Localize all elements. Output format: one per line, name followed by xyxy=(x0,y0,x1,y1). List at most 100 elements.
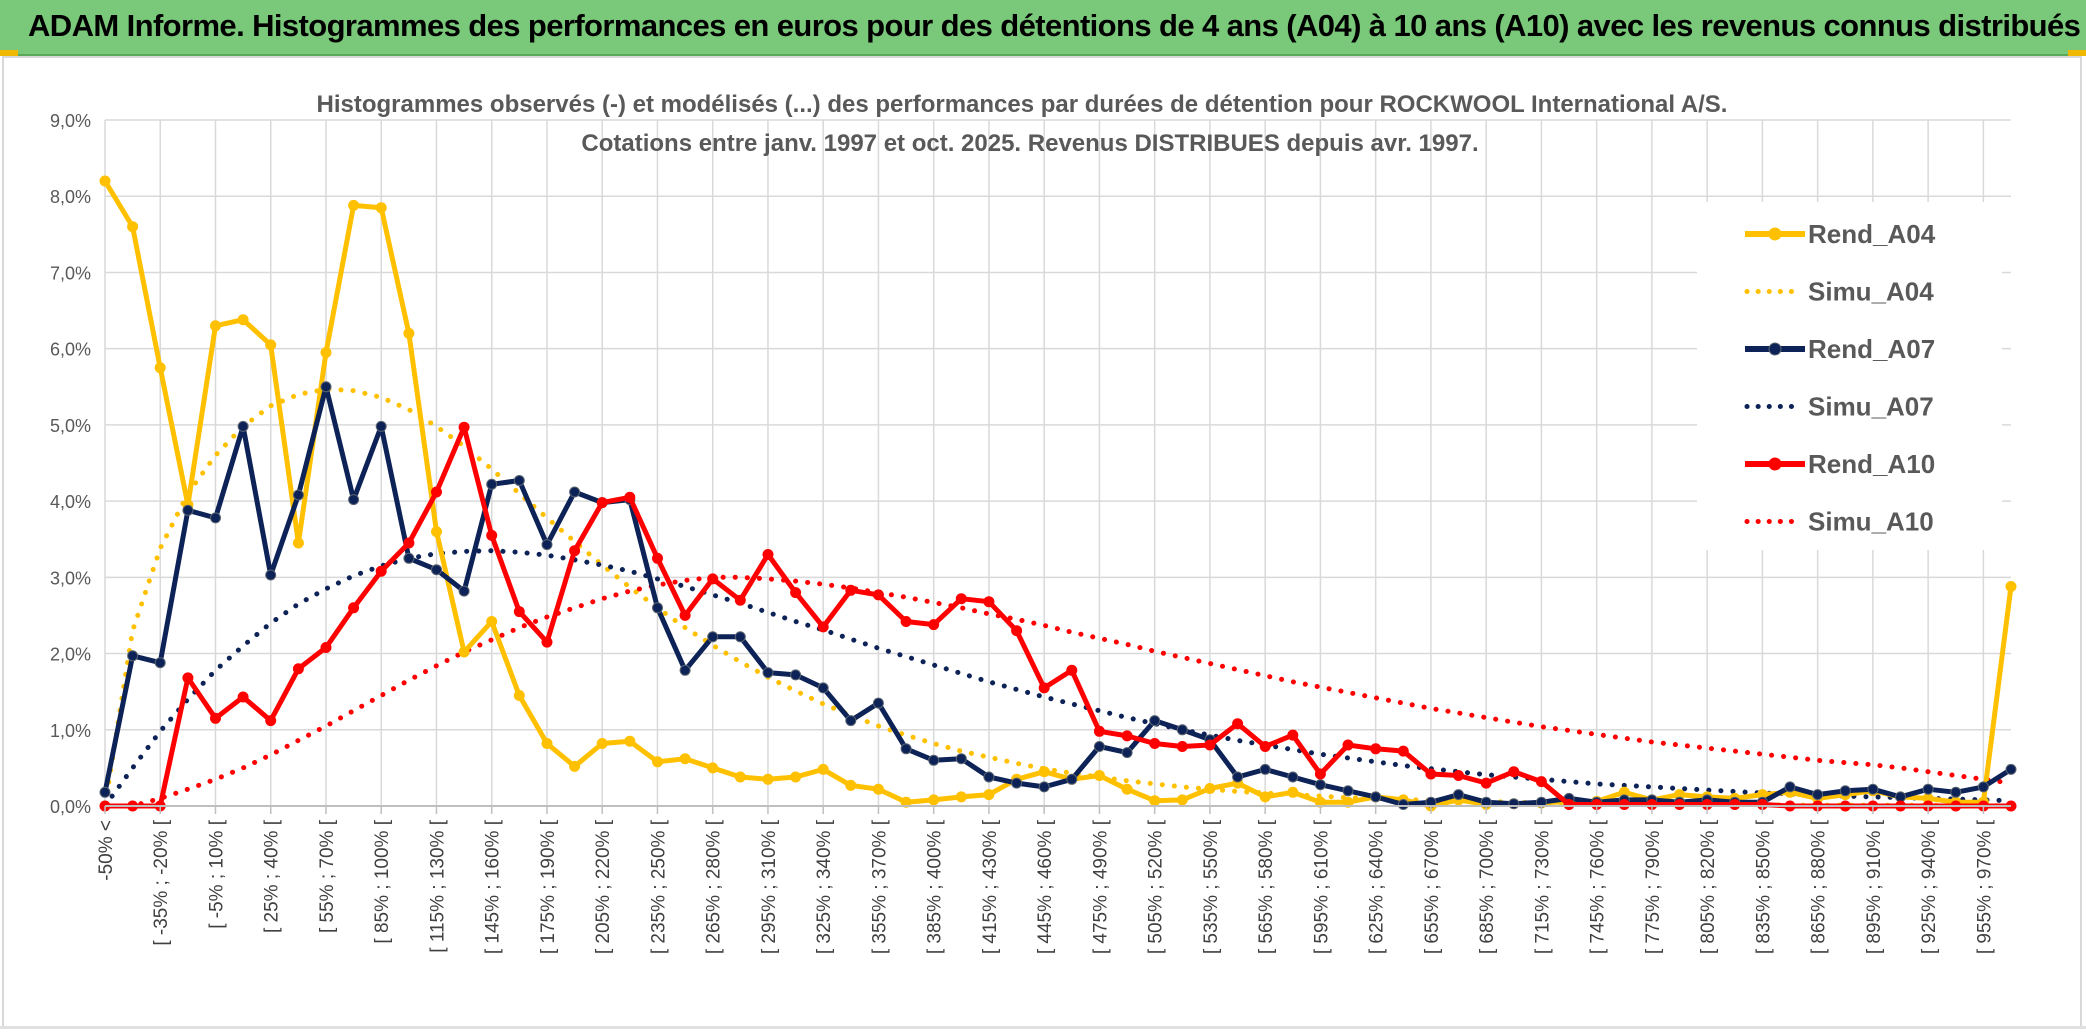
x-tick-label: [ 865% ; 880% [ xyxy=(1809,819,1830,954)
data-point-Rend_A04 xyxy=(624,735,636,747)
data-point-Rend_A10 xyxy=(762,549,774,560)
series-Rend_A07 xyxy=(99,381,2017,810)
data-point-Rend_A07 xyxy=(1867,783,1879,795)
data-point-Rend_A10 xyxy=(1425,768,1437,780)
legend-item-Simu_A10: Simu_A10 xyxy=(1744,507,1934,537)
x-tick-label: [ 475% ; 490% [ xyxy=(1090,819,1111,954)
x-tick-label: [ 325% ; 340% [ xyxy=(814,819,835,954)
x-tick-label: [ 715% ; 730% [ xyxy=(1532,819,1553,954)
report-title: ADAM Informe. Histogrammes des performan… xyxy=(28,8,2081,43)
x-tick-label: [ 175% ; 190% [ xyxy=(538,819,559,954)
data-point-Rend_A10 xyxy=(1259,741,1271,752)
data-point-Rend_A10 xyxy=(955,593,967,605)
data-point-Rend_A10 xyxy=(1508,766,1520,778)
data-point-Rend_A07 xyxy=(1038,781,1050,793)
data-point-Rend_A07 xyxy=(99,786,111,798)
data-point-Rend_A10 xyxy=(1176,741,1188,752)
data-point-Rend_A07 xyxy=(458,585,470,597)
data-point-Rend_A07 xyxy=(1121,747,1133,759)
y-tick-label: 3,0% xyxy=(50,568,91,588)
data-point-Rend_A04 xyxy=(928,794,940,806)
data-point-Rend_A04 xyxy=(513,690,525,701)
x-tick-label: [ 265% ; 280% [ xyxy=(704,819,725,954)
data-point-Rend_A10 xyxy=(1370,743,1382,755)
x-tick-label: [ 955% ; 970% [ xyxy=(1974,819,1995,954)
data-point-Rend_A10 xyxy=(513,606,525,618)
data-point-Rend_A07 xyxy=(1950,786,1962,798)
legend-item-Rend_A04: Rend_A04 xyxy=(1745,219,1936,249)
data-point-Rend_A10 xyxy=(596,497,608,509)
data-point-Rend_A10 xyxy=(1397,745,1409,757)
data-point-Rend_A10 xyxy=(1121,730,1133,742)
x-tick-label: [ 295% ; 310% [ xyxy=(759,819,780,954)
legend-item-Rend_A07: Rend_A07 xyxy=(1745,334,1935,364)
data-point-Rend_A04 xyxy=(1093,770,1105,781)
data-point-Rend_A10 xyxy=(845,584,857,596)
data-point-Rend_A04 xyxy=(596,738,608,749)
x-tick-label: [ 355% ; 370% [ xyxy=(869,819,890,954)
data-point-Rend_A10 xyxy=(707,573,719,585)
data-point-Rend_A07 xyxy=(127,650,139,662)
series-line-Rend_A04 xyxy=(102,179,2014,809)
legend-marker xyxy=(1768,342,1782,356)
data-point-Rend_A10 xyxy=(1066,664,1078,676)
data-point-Rend_A07 xyxy=(1508,798,1520,810)
data-point-Rend_A07 xyxy=(431,564,442,576)
data-point-Rend_A10 xyxy=(1618,799,1630,810)
data-point-Rend_A10 xyxy=(872,589,884,601)
legend-label: Rend_A07 xyxy=(1808,334,1935,364)
x-tick-label: [ 415% ; 430% [ xyxy=(980,819,1001,954)
x-tick-label: [ 835% ; 850% [ xyxy=(1753,819,1774,954)
data-point-Rend_A04 xyxy=(210,320,221,332)
y-tick-label: 6,0% xyxy=(50,340,91,360)
series-line-Rend_A10 xyxy=(105,424,2011,809)
data-point-Rend_A10 xyxy=(1287,729,1299,741)
x-tick-label: [ 655% ; 670% [ xyxy=(1422,819,1443,954)
data-point-Rend_A10 xyxy=(1314,768,1326,780)
data-point-Rend_A10 xyxy=(1453,770,1464,781)
axis-layer: 0,0% 1,0% 2,0% 3,0% 4,0% 5,0% 6,0% 7,0% 8,0% 9,0%… xyxy=(50,111,2011,954)
x-tick-label: [ 565% ; 580% [ xyxy=(1256,819,1277,954)
data-point-Rend_A07 xyxy=(1176,724,1188,736)
y-tick-label: 2,0% xyxy=(50,645,91,665)
banner-corner-right xyxy=(2068,50,2086,56)
data-point-Rend_A07 xyxy=(154,657,166,669)
data-point-Rend_A04 xyxy=(955,791,967,803)
data-point-Rend_A07 xyxy=(569,486,581,498)
data-point-Rend_A10 xyxy=(541,636,553,648)
data-point-Rend_A10 xyxy=(1038,682,1050,694)
data-point-Rend_A10 xyxy=(1535,776,1547,788)
data-point-Rend_A07 xyxy=(265,569,277,581)
data-point-Rend_A07 xyxy=(320,381,332,393)
data-point-Rend_A07 xyxy=(486,478,498,490)
x-tick-label: [ 535% ; 550% [ xyxy=(1201,819,1222,954)
data-point-Rend_A04 xyxy=(99,175,111,187)
x-tick-label: [ 745% ; 760% [ xyxy=(1588,819,1609,954)
data-point-Rend_A07 xyxy=(348,494,360,506)
data-point-Rend_A07 xyxy=(182,504,194,516)
data-point-Rend_A04 xyxy=(1259,791,1271,803)
x-tick-label: [ 685% ; 700% [ xyxy=(1477,819,1498,954)
series-layer xyxy=(99,175,2017,812)
data-point-Rend_A10 xyxy=(210,712,221,724)
data-point-Rend_A04 xyxy=(569,760,581,772)
data-point-Rend_A10 xyxy=(1480,777,1492,789)
data-point-Rend_A10 xyxy=(652,552,663,564)
data-point-Rend_A04 xyxy=(845,779,857,791)
x-tick-label: [ 85% ; 100% [ xyxy=(372,819,393,943)
x-tick-label: [ 205% ; 220% [ xyxy=(593,819,614,954)
data-point-Rend_A10 xyxy=(734,594,746,606)
y-tick-label: 9,0% xyxy=(50,111,91,131)
chart-title-line1: Histogrammes observés (-) et modélisés (… xyxy=(317,91,1728,118)
data-point-Rend_A04 xyxy=(652,756,663,768)
data-point-Rend_A04 xyxy=(403,327,415,339)
data-point-Rend_A07 xyxy=(845,715,857,727)
data-point-Rend_A04 xyxy=(541,738,553,749)
data-point-Rend_A10 xyxy=(817,621,829,633)
x-tick-label: [ 25% ; 40% [ xyxy=(262,819,283,933)
data-point-Rend_A10 xyxy=(790,587,802,599)
data-point-Rend_A07 xyxy=(1895,791,1906,803)
data-point-Rend_A04 xyxy=(1149,795,1161,807)
x-tick-label: [ 445% ; 460% [ xyxy=(1035,819,1056,954)
data-point-Rend_A10 xyxy=(182,672,194,684)
